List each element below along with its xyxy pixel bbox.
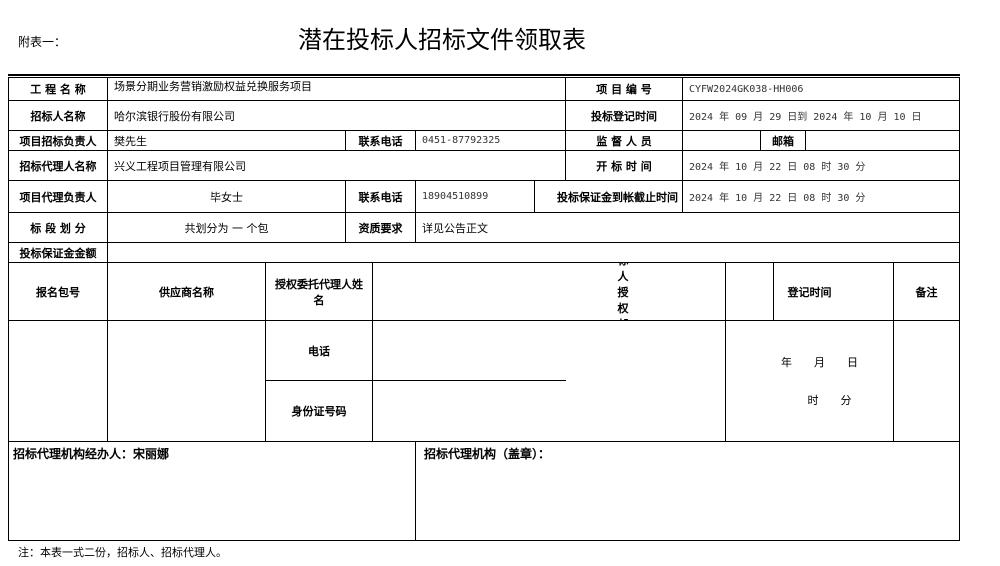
page-title: 潜在投标人招标文件领取表	[298, 26, 586, 54]
col-supplier: 供应商名称	[107, 262, 266, 321]
email-label: 邮箱	[760, 130, 806, 151]
deposit-deadline-label: 投标保证金到帐截止时间	[534, 180, 683, 213]
email-value	[805, 130, 960, 151]
cell-remarks[interactable]	[893, 320, 960, 442]
project-no-label: 项 目 编 号	[565, 77, 683, 101]
open-time-value: 2024 年 10 月 22 日 08 时 30 分	[682, 150, 960, 181]
attachment-label: 附表一：	[18, 35, 67, 49]
lot-label: 标 段 划 分	[8, 212, 108, 243]
cell-register-time[interactable]: 年 月 日 时 分	[725, 320, 894, 442]
col-remarks: 备注	[893, 262, 960, 321]
date-hm: 时 分	[807, 394, 852, 407]
cell-lot-no[interactable]	[8, 320, 108, 442]
agent-phone-label: 联系电话	[345, 180, 416, 213]
project-name-value: 场景分期业务营销激励权益兑换服务项目	[107, 77, 566, 101]
col-lot-no: 报名包号	[8, 262, 108, 321]
col-register-time: 登记时间	[725, 262, 894, 321]
footer-note: 注：本表一式二份，招标人、招标代理人。	[18, 546, 227, 559]
supervisor-label: 监 督 人 员	[565, 130, 683, 151]
col-email: 投标人授权邮箱	[372, 262, 774, 321]
id-label: 身份证号码	[265, 380, 373, 442]
agent-label: 招标代理人名称	[8, 150, 108, 181]
divider	[372, 380, 566, 381]
register-time-label: 投标登记时间	[565, 100, 683, 131]
owner-value: 樊先生	[107, 130, 346, 151]
seal-label: 招标代理机构（盖章）：	[424, 447, 551, 461]
owner-phone-value: 0451-87792325	[415, 130, 566, 151]
col-proxy-name: 授权委托代理人姓名	[265, 262, 373, 321]
cell-contact[interactable]	[372, 320, 726, 442]
deposit-label: 投标保证金金额	[8, 242, 108, 263]
top-rule	[8, 74, 960, 76]
agent-owner-label: 项目代理负责人	[8, 180, 108, 213]
qual-value: 详见公告正文	[415, 212, 960, 243]
handler-cell: 招标代理机构经办人：宋丽娜	[8, 441, 416, 541]
agent-owner-value: 毕女士	[107, 180, 346, 213]
agent-phone-value: 18904510899	[415, 180, 535, 213]
tenderer-value: 哈尔滨银行股份有限公司	[107, 100, 566, 131]
owner-phone-label: 联系电话	[345, 130, 416, 151]
handler-label: 招标代理机构经办人：宋丽娜	[13, 447, 170, 461]
project-no-value: CYFW2024GK038-HH006	[682, 77, 960, 101]
phone-label: 电话	[265, 320, 373, 381]
agent-value: 兴义工程项目管理有限公司	[107, 150, 566, 181]
lot-value: 共划分为 一 个包	[107, 212, 346, 243]
seal-cell: 招标代理机构（盖章）：	[415, 441, 960, 541]
open-time-label: 开 标 时 间	[565, 150, 683, 181]
project-name-label: 工 程 名 称	[8, 77, 108, 101]
deposit-deadline-value: 2024 年 10 月 22 日 08 时 30 分	[682, 180, 960, 213]
cell-supplier[interactable]	[107, 320, 266, 442]
register-time-value: 2024 年 09 月 29 日到 2024 年 10 月 10 日	[682, 100, 960, 131]
tenderer-label: 招标人名称	[8, 100, 108, 131]
supervisor-value	[682, 130, 761, 151]
date-ymd: 年 月 日	[781, 356, 858, 369]
qual-label: 资质要求	[345, 212, 416, 243]
owner-label: 项目招标负责人	[8, 130, 108, 151]
deposit-value	[107, 242, 960, 263]
